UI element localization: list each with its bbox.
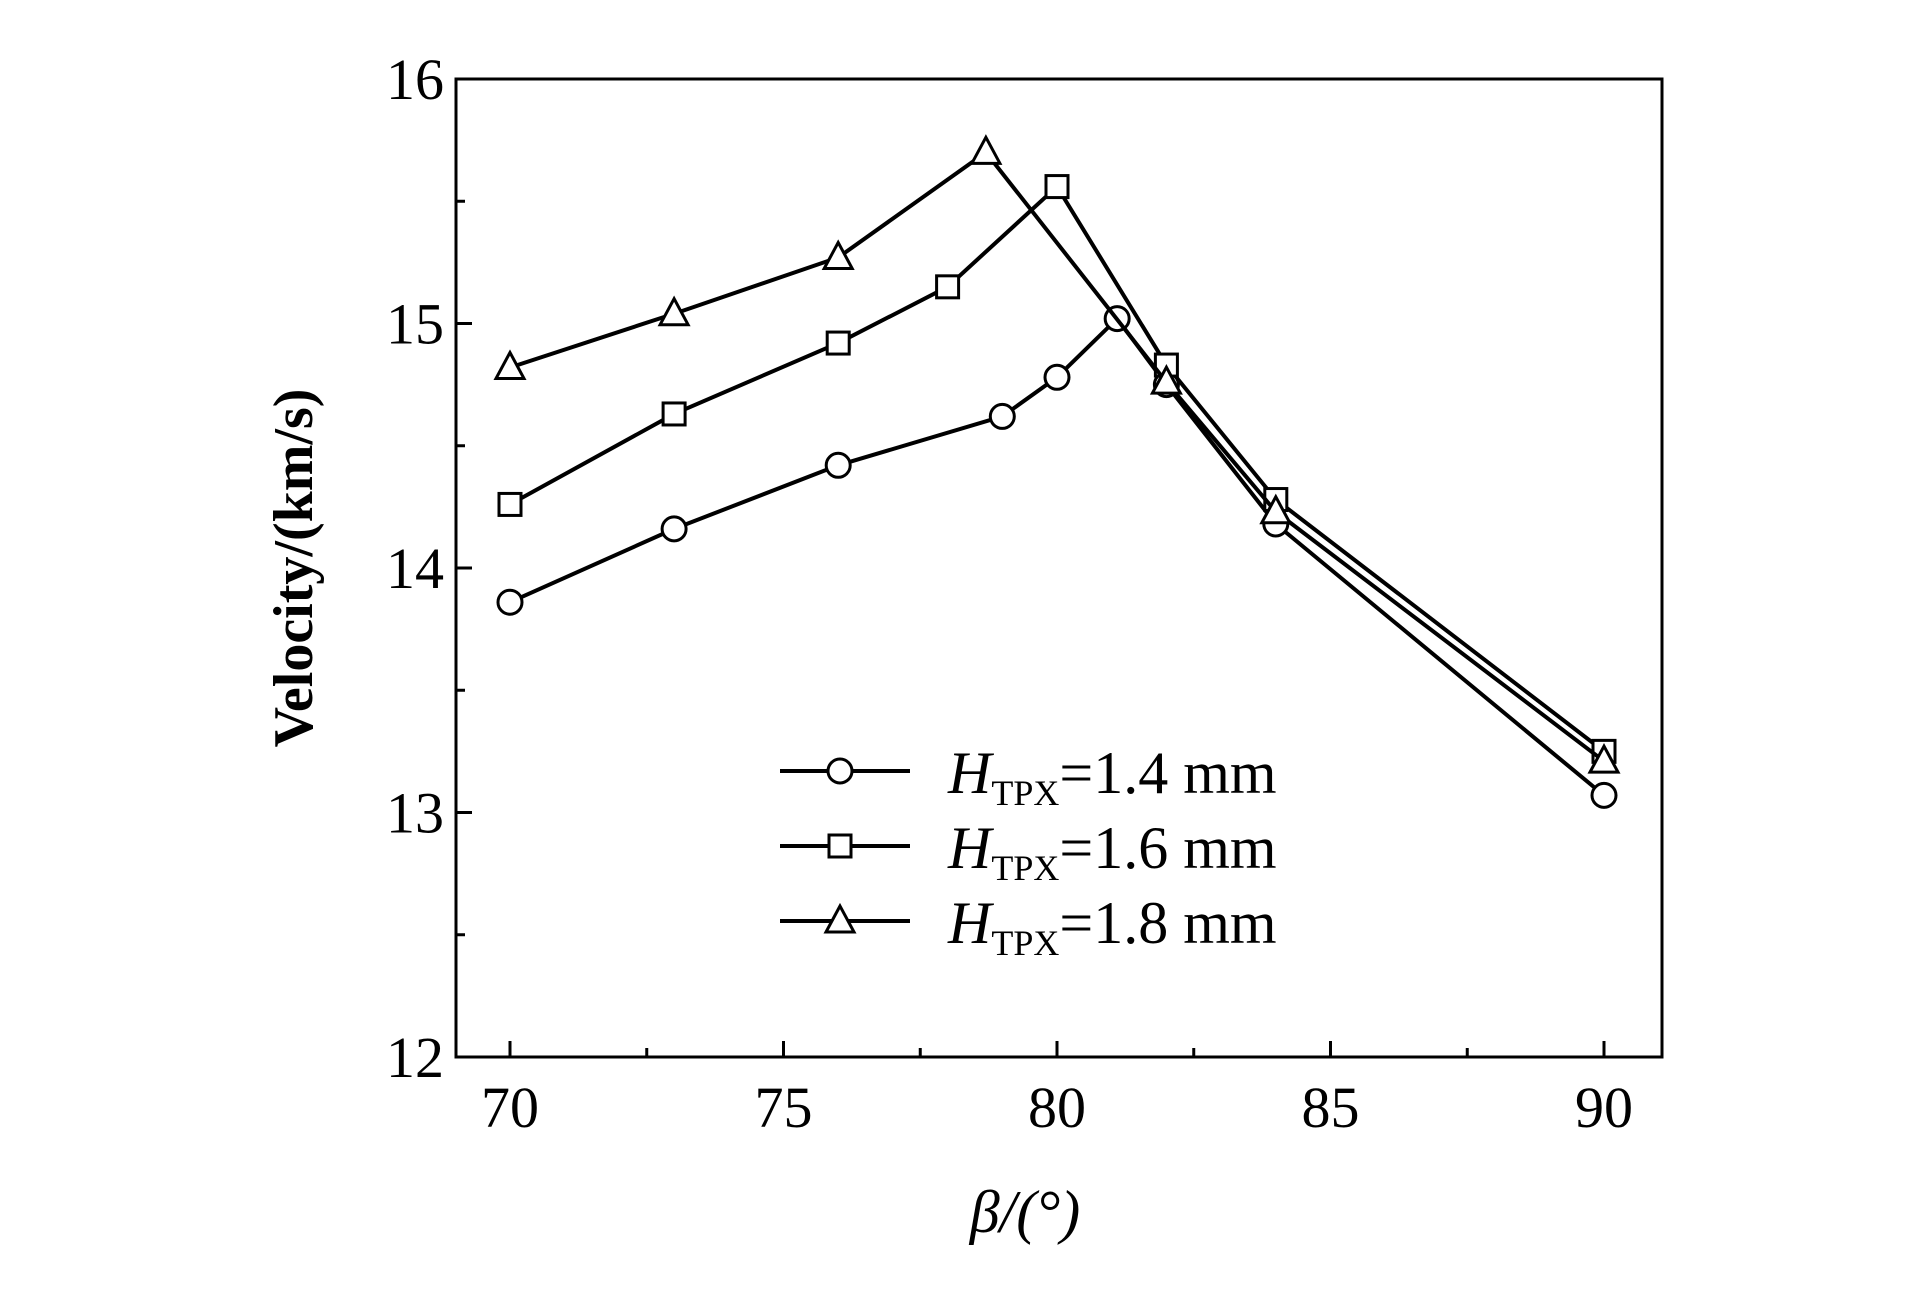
legend-item: HTPX=1.4 mm — [780, 740, 1277, 813]
legend-square-icon — [827, 833, 853, 859]
legend-label: HTPX=1.4 mm — [947, 740, 1277, 813]
x-tick-label: 85 — [1302, 1075, 1360, 1140]
legend-item: HTPX=1.6 mm — [780, 815, 1277, 888]
triangle-marker — [1259, 493, 1293, 525]
circle-marker — [824, 451, 852, 479]
x-tick-label: 75 — [755, 1075, 813, 1140]
triangle-marker — [1149, 364, 1183, 395]
circle-marker — [496, 588, 524, 616]
legend-label: HTPX=1.6 mm — [947, 815, 1277, 888]
triangle-marker — [1587, 742, 1621, 774]
x-tick-label: 80 — [1028, 1075, 1086, 1140]
triangle-marker — [821, 239, 855, 270]
square-marker — [1044, 174, 1070, 200]
series-line — [509, 183, 1606, 753]
triangle-marker — [969, 134, 1003, 165]
legend-circle-icon — [826, 757, 854, 785]
series-circle — [496, 305, 1618, 809]
x-axis-label: β/(°) — [969, 1179, 1081, 1245]
triangle-marker — [657, 295, 691, 327]
y-tick-label: 13 — [386, 781, 444, 846]
y-tick-label: 16 — [386, 47, 444, 112]
legend-item: HTPX=1.8 mm — [780, 890, 1277, 963]
series-line — [509, 149, 1606, 763]
triangle-marker — [493, 349, 527, 381]
square-marker — [497, 491, 523, 517]
square-marker — [661, 401, 687, 427]
y-tick-label: 15 — [386, 292, 444, 357]
series-triangle — [493, 134, 1621, 774]
circle-marker — [988, 402, 1016, 430]
x-tick-label: 70 — [481, 1075, 539, 1140]
y-tick-label: 14 — [386, 536, 444, 601]
square-marker — [825, 330, 851, 356]
x-tick-label: 90 — [1575, 1075, 1633, 1140]
legend-label: HTPX=1.8 mm — [947, 890, 1277, 963]
circle-marker — [1590, 781, 1618, 809]
y-axis-label: Velocity/(km/s) — [263, 389, 325, 748]
y-tick-label: 12 — [386, 1025, 444, 1090]
square-marker — [935, 274, 961, 300]
legend-triangle-icon — [823, 902, 857, 934]
series-square — [497, 174, 1617, 764]
circle-marker — [1043, 363, 1071, 391]
plot-frame — [454, 77, 1664, 1059]
circle-marker — [660, 515, 688, 543]
